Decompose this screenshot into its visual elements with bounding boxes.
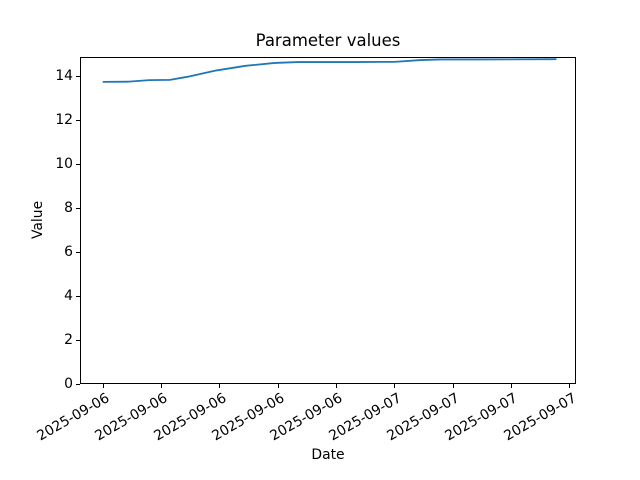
y-tick-mark [76,163,80,165]
x-tick-mark [394,384,396,388]
y-tick-mark [76,384,80,385]
y-axis-label: Value [30,200,47,240]
x-tick-mark [277,384,279,388]
y-tick-label: 2 [64,332,73,348]
plot-area [80,57,576,384]
x-tick-mark [161,384,163,388]
y-tick-mark [76,119,80,121]
y-tick-label: 0 [64,376,73,392]
y-tick-label: 14 [55,67,73,84]
x-tick-mark [569,384,571,388]
y-tick-label: 6 [64,243,73,260]
y-tick-label: 4 [64,287,73,304]
x-tick-mark [452,384,454,388]
y-tick-label: 12 [55,111,73,128]
y-tick-mark [76,75,80,77]
y-tick-mark [76,207,80,209]
y-tick-label: 10 [55,155,73,172]
x-tick-mark [511,384,512,388]
y-tick-mark [76,295,80,297]
x-tick-mark [336,384,337,388]
x-tick-mark [219,384,221,388]
chart-title: Parameter values [255,31,401,50]
x-axis-label: Date [311,447,345,463]
y-tick-mark [76,340,80,341]
y-tick-mark [76,251,80,253]
y-tick-label: 8 [64,199,73,216]
x-tick-mark [102,384,104,388]
